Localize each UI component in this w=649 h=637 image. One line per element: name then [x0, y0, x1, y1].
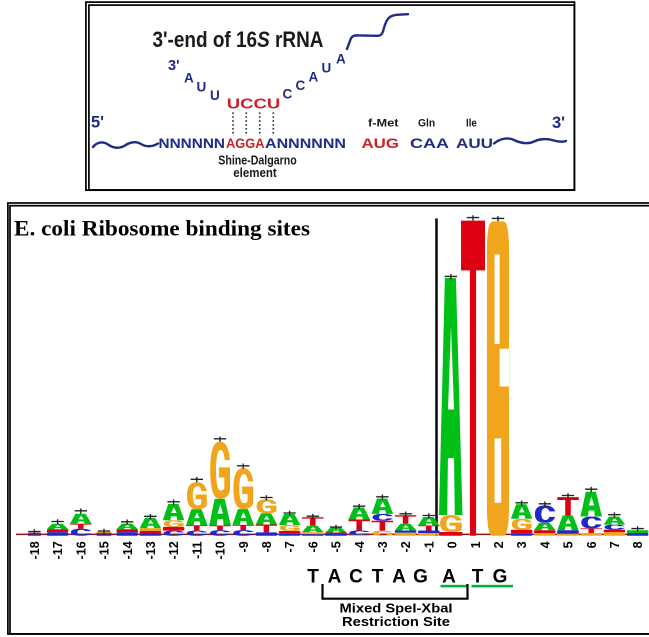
svg-text:-1: -1	[422, 541, 436, 552]
svg-text:U: U	[197, 80, 207, 95]
svg-text:C: C	[296, 78, 306, 93]
svg-text:U: U	[210, 88, 220, 103]
svg-text:3': 3'	[168, 58, 180, 74]
svg-text:-15: -15	[98, 541, 112, 559]
svg-text:Ile: Ile	[466, 118, 477, 130]
svg-text:-3: -3	[376, 541, 390, 552]
svg-text:-5: -5	[330, 541, 344, 552]
svg-text:Gln: Gln	[418, 118, 435, 130]
svg-text:A: A	[184, 71, 194, 86]
svg-text:ANNNNNN: ANNNNNN	[265, 136, 346, 151]
svg-text:3'-end of 16S rRNA: 3'-end of 16S rRNA	[153, 27, 324, 52]
svg-text:element: element	[233, 166, 277, 180]
svg-text:-17: -17	[51, 541, 65, 559]
svg-text:AGGA: AGGA	[226, 136, 265, 151]
svg-text:4: 4	[538, 541, 552, 548]
svg-text:C: C	[349, 567, 363, 588]
svg-text:G: G	[413, 567, 428, 588]
svg-text:-4: -4	[353, 541, 367, 552]
svg-text:A: A	[328, 567, 342, 588]
svg-text:T: T	[372, 567, 384, 588]
svg-text:-7: -7	[283, 541, 297, 552]
svg-text:UCCU: UCCU	[227, 97, 280, 113]
svg-text:5: 5	[562, 541, 576, 548]
svg-text:A: A	[309, 70, 319, 85]
svg-text:A: A	[336, 52, 346, 67]
svg-text:CAA: CAA	[410, 136, 449, 151]
svg-text:-10: -10	[214, 541, 228, 559]
svg-text:5': 5'	[91, 114, 104, 132]
svg-text:T: T	[307, 567, 319, 588]
svg-text:7: 7	[608, 541, 622, 548]
svg-text:8: 8	[631, 541, 645, 548]
svg-text:G: G	[493, 567, 508, 588]
svg-text:f-Met: f-Met	[368, 118, 399, 130]
svg-text:NNNNNN: NNNNNN	[159, 136, 226, 151]
svg-text:-18: -18	[28, 541, 42, 559]
svg-text:-6: -6	[306, 541, 320, 552]
svg-text:-12: -12	[167, 541, 181, 559]
svg-text:U: U	[322, 61, 332, 76]
svg-text:Shine-Dalgarno: Shine-Dalgarno	[218, 154, 297, 168]
svg-text:2: 2	[492, 541, 506, 548]
svg-text:3: 3	[515, 541, 529, 548]
svg-text:6: 6	[585, 541, 599, 548]
svg-text:Restriction Site: Restriction Site	[342, 615, 450, 629]
svg-text:E. coli Ribosome binding sites: E. coli Ribosome binding sites	[14, 216, 310, 241]
svg-text:C: C	[283, 87, 293, 102]
svg-text:Mixed SpeI-XbaI: Mixed SpeI-XbaI	[340, 602, 453, 616]
svg-text:-2: -2	[399, 541, 413, 552]
svg-text:-16: -16	[74, 541, 88, 559]
svg-text:-11: -11	[190, 541, 204, 559]
svg-text:AUG: AUG	[362, 136, 400, 151]
svg-text:-14: -14	[121, 541, 135, 559]
svg-text:-13: -13	[144, 541, 158, 559]
svg-text:T: T	[472, 567, 484, 588]
svg-text:-8: -8	[260, 541, 274, 552]
svg-text:A: A	[442, 567, 456, 588]
svg-text:1: 1	[469, 541, 483, 548]
svg-text:AUU: AUU	[456, 136, 493, 151]
svg-text:0: 0	[446, 541, 460, 548]
svg-text:-9: -9	[237, 541, 251, 552]
svg-text:A: A	[392, 567, 406, 588]
svg-text:3': 3'	[552, 114, 565, 132]
